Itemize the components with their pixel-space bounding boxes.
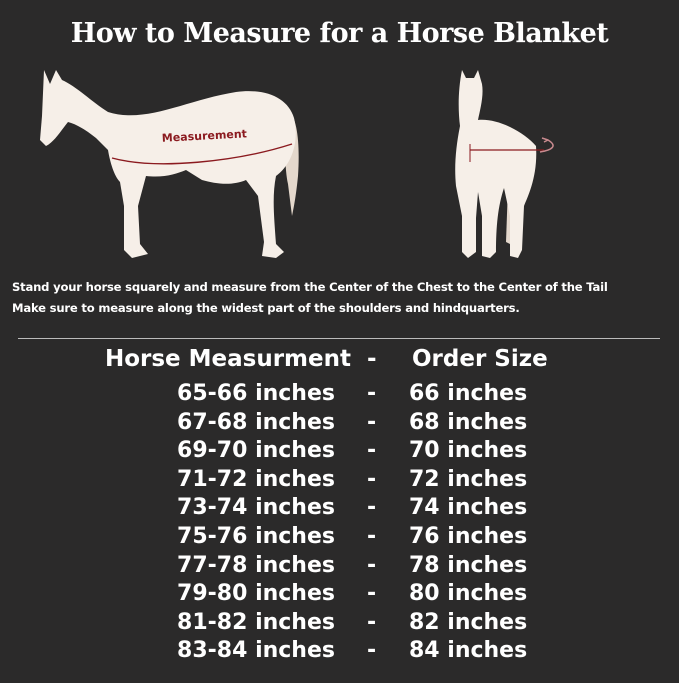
horse-rear-view-illustration [455,70,554,258]
separator-cell: - [367,495,377,521]
order-size-cell: 68 inches [409,409,528,435]
measurement-label: Measurement [162,127,248,144]
order-size-cell: 80 inches [409,581,528,607]
table-row: 79-80 inches - 80 inches [0,581,679,609]
horse-side-view-illustration: Measurement [40,70,299,258]
divider [18,338,660,339]
horse-measurement-cell: 71-72 inches [177,466,335,492]
horse-measurement-cell: 67-68 inches [177,409,335,435]
separator-cell: - [367,581,377,607]
horse-measurement-cell: 65-66 inches [177,381,335,406]
horse-measurement-cell: 77-78 inches [177,552,335,578]
separator-cell: - [367,409,377,435]
instruction-line: Stand your horse squarely and measure fr… [12,280,608,294]
horse-measurement-cell: 81-82 inches [177,609,335,635]
separator-cell: - [367,552,377,578]
separator-cell: - [367,524,377,549]
header-order-size: Order Size [412,346,548,372]
separator-cell: - [367,466,377,492]
horse-measurement-cell: 69-70 inches [177,438,335,464]
separator-cell: - [367,609,377,635]
table-row: 65-66 inches - 66 inches [0,381,679,409]
table-row: 75-76 inches - 76 inches [0,524,679,552]
separator-cell: - [367,381,377,406]
order-size-cell: 84 inches [409,638,528,664]
page-title: How to Measure for a Horse Blanket [70,18,609,49]
horse-measurement-cell: 83-84 inches [177,638,335,664]
order-size-cell: 72 inches [409,466,528,492]
horse-measurement-cell: 73-74 inches [177,495,335,521]
separator-cell: - [367,638,377,664]
size-table-header: Horse Measurment - Order Size [0,346,679,374]
table-row: 77-78 inches - 78 inches [0,553,679,581]
header-horse-measurement: Horse Measurment [104,346,351,372]
table-row: 81-82 inches - 82 inches [0,610,679,638]
table-row: 67-68 inches - 68 inches [0,410,679,438]
table-row: 71-72 inches - 72 inches [0,467,679,495]
order-size-cell: 78 inches [409,552,528,578]
table-row: 83-84 inches - 84 inches [0,638,679,666]
order-size-cell: 74 inches [409,495,528,521]
instruction-line: Make sure to measure along the widest pa… [12,301,520,315]
order-size-cell: 76 inches [409,524,528,549]
horse-measurement-cell: 79-80 inches [177,581,335,607]
separator-cell: - [367,438,377,464]
order-size-cell: 66 inches [409,381,528,406]
table-row: 69-70 inches - 70 inches [0,438,679,466]
header-separator: - [367,346,377,372]
order-size-cell: 82 inches [409,609,528,635]
table-row: 73-74 inches - 74 inches [0,495,679,523]
horse-measurement-cell: 75-76 inches [177,524,335,549]
order-size-cell: 70 inches [409,438,528,464]
